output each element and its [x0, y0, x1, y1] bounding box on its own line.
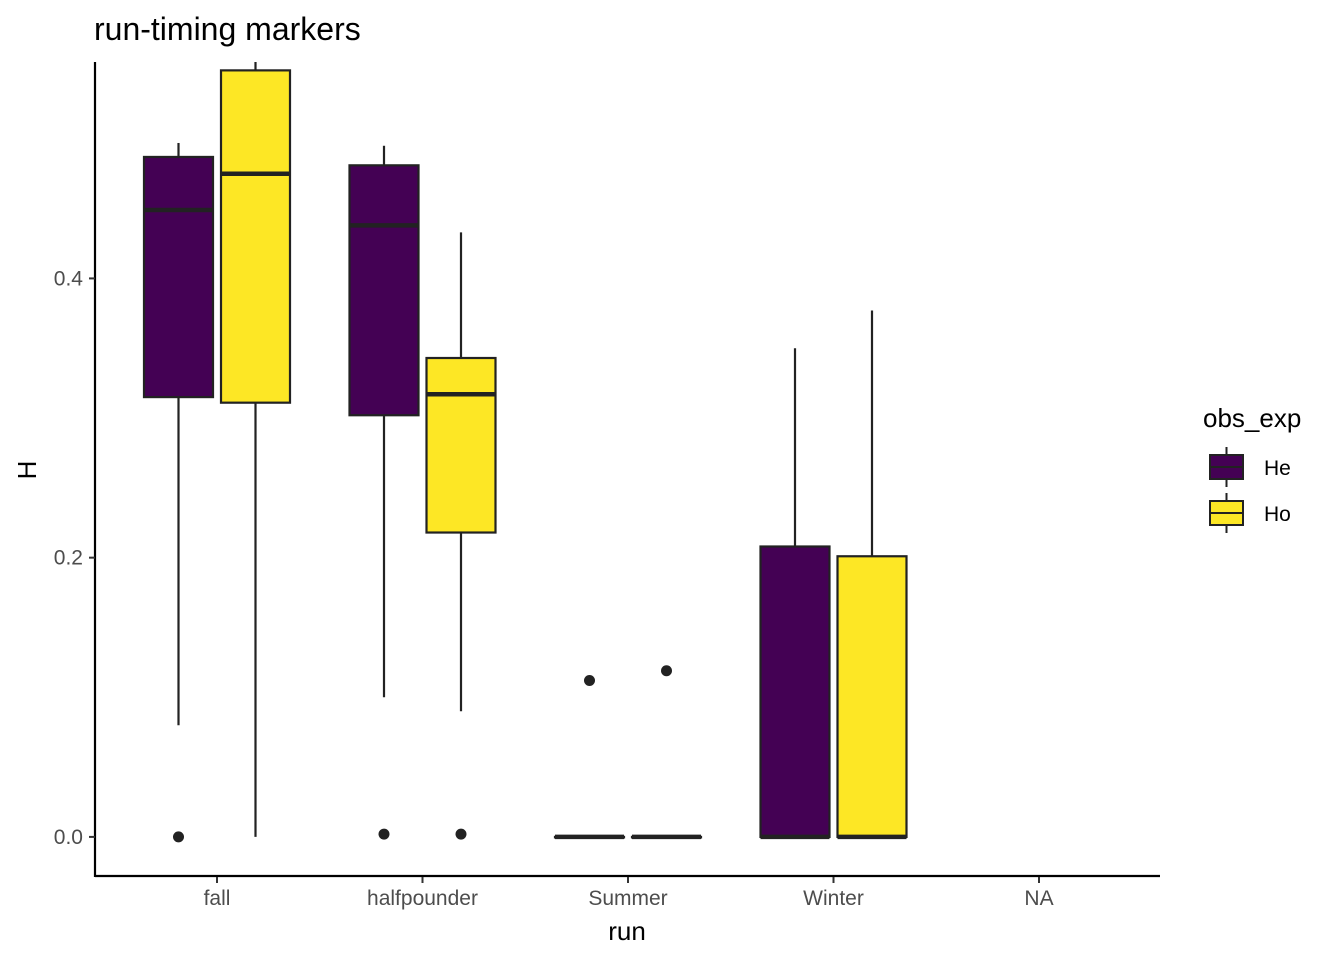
box-he-fall [142, 142, 215, 843]
box-he-winter [759, 348, 831, 840]
box-body [142, 155, 215, 399]
box-body [219, 69, 292, 404]
legend: obs_exp He Ho [1203, 403, 1301, 533]
box-ho-halfpounder [425, 232, 497, 840]
y-tick-label: 0.2 [54, 547, 83, 570]
chart-title: run-timing markers [94, 11, 361, 47]
box-body [348, 164, 420, 417]
y-axis-label: H [12, 461, 42, 480]
box-body [759, 545, 831, 839]
legend-label: Ho [1264, 503, 1291, 526]
outlier-point [584, 675, 595, 687]
x-tick-label: NA [1024, 887, 1053, 910]
x-tick-label: fall [204, 887, 231, 910]
legend-label: He [1264, 457, 1291, 480]
box-ho-fall [219, 62, 292, 837]
box-body [836, 555, 908, 839]
x-axis-label: run [608, 916, 646, 946]
legend-title: obs_exp [1203, 403, 1301, 433]
legend-key-he: He [1209, 447, 1291, 487]
outlier-point [378, 828, 390, 840]
outlier-point [173, 831, 184, 843]
box-body [425, 356, 497, 534]
x-tick-label: Summer [588, 887, 667, 910]
box-he-halfpounder [348, 145, 420, 840]
y-axis-ticks: 0.0 0.2 0.4 [54, 267, 95, 849]
plot-area [142, 62, 908, 843]
y-tick-label: 0.4 [54, 267, 84, 290]
outlier-point [455, 828, 467, 840]
box-ho-summer [630, 665, 703, 840]
x-axis-ticks: fall halfpounder Summer Winter NA [204, 877, 1054, 910]
y-tick-label: 0.0 [54, 826, 83, 849]
x-tick-label: halfpounder [367, 887, 478, 910]
x-tick-label: Winter [803, 887, 864, 910]
outlier-point [661, 665, 672, 677]
box-he-summer [553, 675, 626, 840]
legend-key-ho: Ho [1209, 493, 1291, 533]
box-ho-winter [836, 310, 908, 840]
